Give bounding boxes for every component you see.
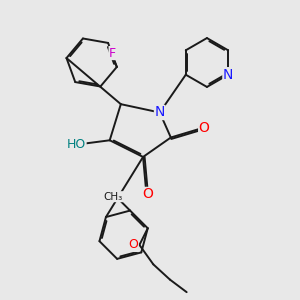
Text: F: F [109,46,116,59]
Text: O: O [199,121,210,135]
Text: N: N [223,68,233,82]
Text: HO: HO [67,138,86,151]
Text: O: O [128,238,138,251]
Text: O: O [142,188,153,201]
Text: N: N [154,106,165,119]
Text: CH₃: CH₃ [104,192,123,202]
